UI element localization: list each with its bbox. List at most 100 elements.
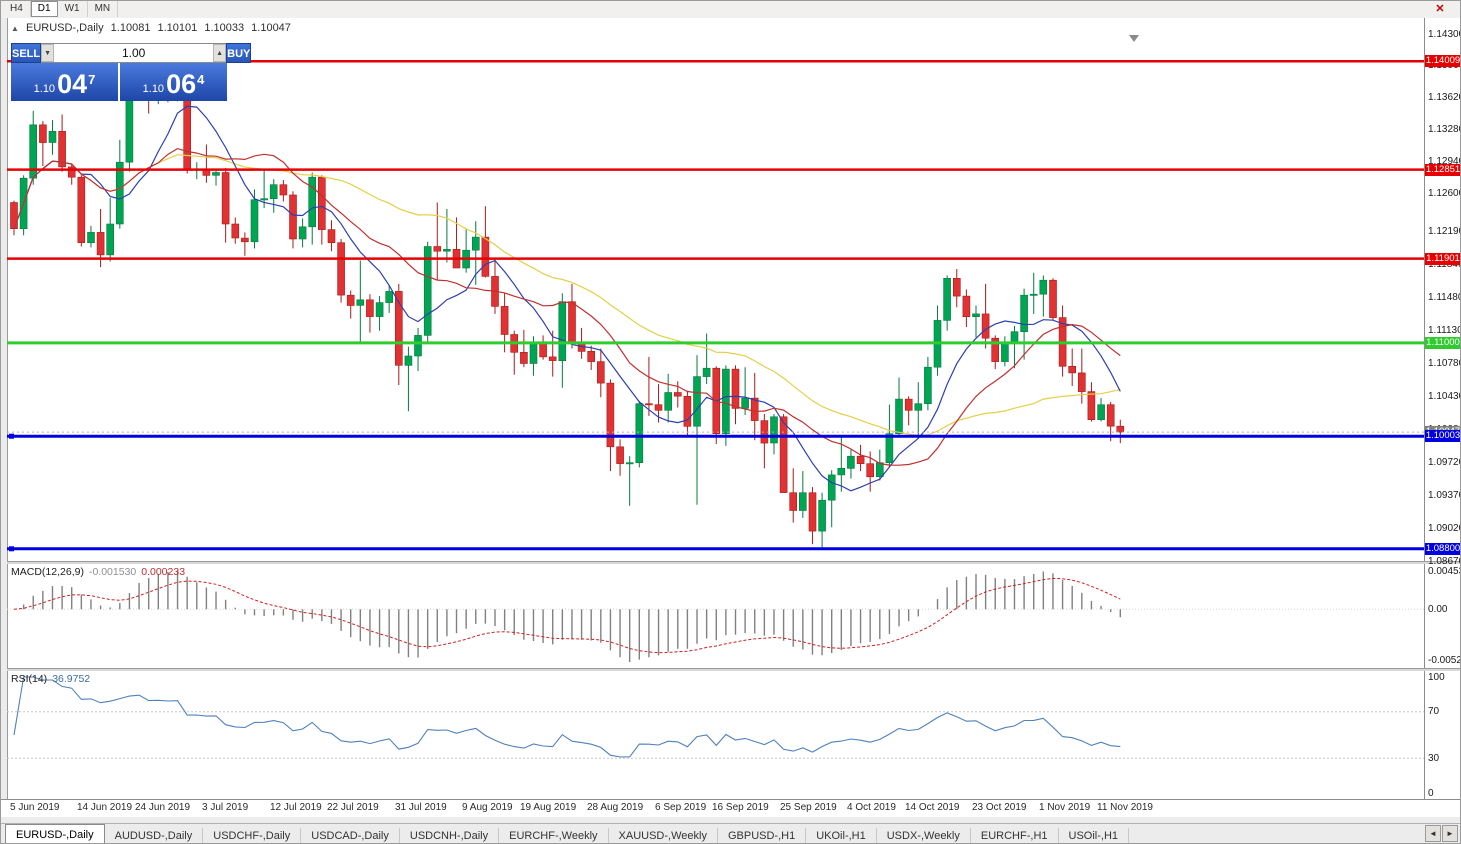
chart-tab-bar: EURUSD-,Daily AUDUSD-,Daily USDCHF-,Daily U…	[1, 823, 1460, 843]
macd-panel-background	[7, 564, 1424, 668]
main-chart-background	[7, 18, 1424, 561]
ohlc-high: 1.10101	[157, 22, 198, 34]
date-label: 11 Nov 2019	[1097, 802, 1153, 813]
chart-tab[interactable]: USDCAD-,Daily	[301, 828, 400, 843]
chart-tab[interactable]: EURCHF-,H1	[971, 828, 1059, 843]
tab-scroll-right-icon[interactable]: ►	[1442, 825, 1458, 842]
timeframe-button-d1[interactable]: D1	[30, 1, 58, 17]
chart-tab[interactable]: EURUSD-,Daily	[5, 824, 105, 843]
close-icon[interactable]: ✕	[1435, 3, 1445, 15]
rsi-axis-label: 70	[1428, 706, 1440, 717]
ohlc-open: 1.10081	[110, 22, 151, 34]
sell-price-box[interactable]: 1.10 04 7	[11, 63, 118, 101]
rsi-value: 36.9752	[52, 673, 91, 685]
price-tick-label: 1.11480	[1428, 292, 1461, 303]
buy-button[interactable]: BUY	[226, 43, 252, 63]
date-label: 5 Jun 2019	[10, 802, 60, 813]
date-label: 31 Jul 2019	[395, 802, 447, 813]
date-label: 24 Jun 2019	[135, 802, 191, 813]
date-label: 25 Sep 2019	[780, 802, 837, 813]
date-label: 22 Jul 2019	[327, 802, 379, 813]
rsi-canvas[interactable]	[7, 671, 1424, 799]
sell-price-prefix: 1.10	[33, 83, 56, 95]
chart-tab[interactable]: UKOil-,H1	[806, 828, 877, 843]
macd-axis-max: 0.004536	[1428, 566, 1460, 577]
volume-increase-icon[interactable]: ▲	[213, 44, 227, 62]
chart-tab[interactable]: USDX-,Weekly	[877, 828, 971, 843]
price-tick-label: 1.12190	[1428, 226, 1461, 237]
chart-tab[interactable]: EURCHF-,Weekly	[499, 828, 609, 843]
sell-price-point: 7	[88, 72, 96, 87]
macd-axis-min: -0.00520	[1428, 655, 1460, 666]
volume-field-wrap: ▼ ▲	[41, 43, 227, 63]
date-label: 16 Sep 2019	[712, 802, 769, 813]
date-label: 23 Oct 2019	[972, 802, 1027, 813]
date-label: 14 Jun 2019	[77, 802, 133, 813]
timeframe-button-h4[interactable]: H4	[3, 1, 31, 17]
rsi-axis-label: 0	[1428, 788, 1434, 799]
macd-axis-zero: 0.00	[1428, 604, 1448, 615]
macd-canvas[interactable]	[7, 564, 1424, 668]
tab-scroll-left-icon[interactable]: ◄	[1425, 825, 1441, 842]
chart-tab[interactable]: XAUUSD-,Weekly	[609, 828, 718, 843]
timeframe-toolbar: H4 D1 W1 MN ✕	[1, 1, 1460, 19]
date-axis[interactable]	[1, 799, 1460, 817]
date-label: 3 Jul 2019	[202, 802, 249, 813]
sell-button[interactable]: SELL	[11, 43, 42, 63]
price-tick-label: 1.09020	[1428, 523, 1461, 534]
macd-main-value: -0.001530	[88, 566, 137, 578]
chart-tab[interactable]: USOil-,H1	[1059, 828, 1130, 843]
macd-splitter[interactable]	[7, 561, 1460, 564]
chart-tabs: EURUSD-,Daily AUDUSD-,Daily USDCHF-,Daily U…	[5, 824, 1130, 843]
volume-input[interactable]	[54, 44, 214, 62]
hline-price-tag: 1.12851	[1425, 164, 1461, 176]
sell-price-pips: 04	[57, 69, 88, 99]
price-tick-label: 1.12940	[1428, 156, 1461, 167]
date-label: 14 Oct 2019	[905, 802, 960, 813]
rsi-axis-label: 30	[1428, 753, 1440, 764]
hline-price-tag: 1.10003	[1425, 430, 1461, 442]
buy-price-point: 4	[197, 72, 205, 87]
date-label: 19 Aug 2019	[520, 802, 577, 813]
chart-tab[interactable]: USDCHF-,Daily	[203, 828, 302, 843]
chart-tab[interactable]: GBPUSD-,H1	[718, 828, 807, 843]
buy-price-prefix: 1.10	[142, 83, 165, 95]
chart-title: ▲ EURUSD-,Daily 1.10081 1.10101 1.10033 …	[11, 22, 295, 34]
main-chart-canvas[interactable]	[7, 34, 1424, 561]
date-label: 12 Jul 2019	[270, 802, 322, 813]
price-tick-label: 1.10780	[1428, 358, 1461, 369]
tab-scroll-buttons: ◄ ►	[1424, 825, 1458, 842]
timeframe-button-w1[interactable]: W1	[58, 1, 88, 17]
date-label: 4 Oct 2019	[847, 802, 896, 813]
buy-price-box[interactable]: 1.10 06 4	[120, 63, 227, 101]
chart-tab[interactable]: AUDUSD-,Daily	[105, 828, 204, 843]
price-tick-label: 1.10430	[1428, 391, 1461, 402]
hline-price-tag: 1.11901	[1425, 253, 1460, 265]
timeframe-button-mn[interactable]: MN	[88, 1, 119, 17]
price-tick-label: 1.13280	[1428, 124, 1461, 135]
price-tick-label: 1.12600	[1428, 188, 1461, 199]
chart-tab[interactable]: USDCNH-,Daily	[400, 828, 500, 843]
rsi-label: RSI(14) 36.9752	[11, 673, 91, 685]
rsi-axis-label: 100	[1428, 672, 1445, 683]
ohlc-low: 1.10033	[204, 22, 245, 34]
timeframe-buttons: H4 D1 W1 MN	[3, 1, 119, 17]
date-label: 28 Aug 2019	[587, 802, 644, 813]
macd-label: MACD(12,26,9) -0.001530 0.000233	[11, 566, 186, 578]
hline-price-tag: 1.14009	[1425, 55, 1461, 67]
price-tick-label: 1.09370	[1428, 490, 1461, 501]
date-label: 1 Nov 2019	[1039, 802, 1091, 813]
date-label: 6 Sep 2019	[655, 802, 707, 813]
rsi-panel-background	[7, 671, 1424, 799]
one-click-toggle-icon[interactable]: ▲	[11, 24, 19, 33]
rsi-splitter[interactable]	[7, 668, 1460, 671]
ohlc-close: 1.10047	[251, 22, 291, 34]
volume-decrease-icon[interactable]: ▼	[41, 44, 55, 62]
price-tick-label: 1.08670	[1428, 556, 1461, 567]
date-label: 9 Aug 2019	[462, 802, 513, 813]
price-tick-label: 1.11130	[1428, 325, 1461, 336]
buy-price-pips: 06	[166, 69, 197, 99]
window-bottom-frame	[1, 817, 1460, 823]
macd-signal-value: 0.000233	[141, 566, 186, 578]
